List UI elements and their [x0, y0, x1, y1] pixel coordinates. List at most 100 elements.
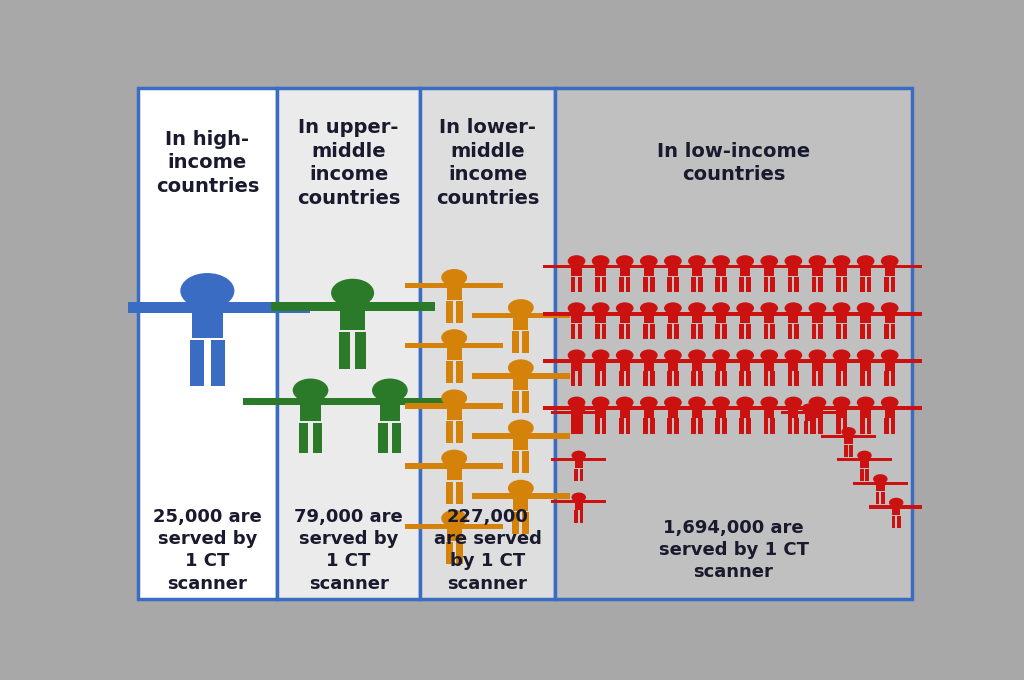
Bar: [570, 324, 575, 339]
Bar: [692, 405, 702, 418]
Bar: [843, 371, 847, 386]
Bar: [678, 406, 707, 410]
Bar: [788, 263, 799, 276]
Text: 79,000 are
served by
1 CT
scanner: 79,000 are served by 1 CT scanner: [294, 508, 403, 592]
Bar: [783, 406, 812, 410]
Circle shape: [567, 350, 586, 361]
Bar: [639, 406, 668, 410]
Circle shape: [713, 350, 730, 361]
Bar: [591, 406, 620, 410]
Bar: [602, 324, 606, 339]
Bar: [870, 406, 899, 410]
Bar: [884, 371, 889, 386]
Bar: [678, 359, 707, 362]
Bar: [650, 371, 654, 386]
Bar: [630, 406, 658, 410]
Circle shape: [857, 350, 874, 361]
Bar: [522, 331, 529, 353]
Circle shape: [293, 379, 329, 402]
Bar: [595, 277, 600, 292]
Circle shape: [857, 255, 874, 267]
Bar: [837, 263, 847, 276]
Circle shape: [881, 396, 899, 408]
Bar: [788, 358, 799, 371]
Bar: [783, 265, 812, 269]
Circle shape: [571, 451, 586, 460]
Bar: [845, 434, 853, 444]
Bar: [551, 411, 574, 414]
Circle shape: [713, 303, 730, 314]
Circle shape: [592, 303, 609, 314]
Bar: [788, 405, 799, 418]
Bar: [571, 311, 582, 324]
Text: In lower-
middle
income
countries: In lower- middle income countries: [436, 118, 540, 207]
Bar: [668, 371, 672, 386]
Bar: [596, 358, 606, 371]
Bar: [843, 324, 847, 339]
Bar: [735, 311, 764, 316]
Bar: [618, 277, 624, 292]
Bar: [831, 311, 860, 316]
Bar: [392, 422, 401, 453]
Bar: [698, 324, 702, 339]
Bar: [654, 406, 683, 410]
Bar: [674, 371, 679, 386]
Circle shape: [736, 255, 754, 267]
Bar: [406, 343, 446, 348]
Bar: [571, 358, 582, 371]
Bar: [812, 358, 822, 371]
Bar: [847, 311, 876, 316]
Circle shape: [508, 359, 534, 376]
Bar: [630, 359, 658, 362]
Bar: [189, 340, 204, 386]
Bar: [739, 277, 744, 292]
Bar: [321, 398, 379, 405]
Bar: [639, 265, 668, 269]
Bar: [472, 313, 513, 318]
Circle shape: [688, 350, 706, 361]
Bar: [770, 418, 775, 434]
Bar: [456, 542, 463, 564]
Bar: [445, 422, 453, 443]
Bar: [860, 358, 870, 371]
Bar: [836, 277, 841, 292]
Bar: [522, 452, 529, 473]
Bar: [678, 265, 707, 269]
Circle shape: [640, 350, 657, 361]
Bar: [555, 88, 912, 599]
Bar: [746, 277, 751, 292]
Circle shape: [592, 350, 609, 361]
Bar: [691, 277, 696, 292]
Bar: [270, 302, 340, 311]
Bar: [876, 492, 880, 505]
Bar: [687, 406, 716, 410]
Circle shape: [567, 396, 586, 408]
Bar: [740, 405, 751, 418]
Bar: [795, 324, 799, 339]
Bar: [870, 359, 899, 362]
Circle shape: [736, 350, 754, 361]
Bar: [340, 299, 366, 330]
Bar: [698, 371, 702, 386]
Bar: [691, 371, 696, 386]
Bar: [770, 324, 775, 339]
Bar: [615, 359, 644, 362]
Bar: [462, 283, 504, 288]
Bar: [751, 359, 779, 362]
Bar: [668, 358, 678, 371]
Bar: [571, 263, 582, 276]
Circle shape: [688, 255, 706, 267]
Circle shape: [571, 492, 586, 502]
Bar: [543, 359, 571, 362]
Bar: [698, 277, 702, 292]
Bar: [764, 277, 768, 292]
Bar: [860, 277, 864, 292]
Bar: [808, 265, 837, 269]
Circle shape: [833, 396, 850, 408]
Bar: [299, 422, 308, 453]
Bar: [570, 277, 575, 292]
Bar: [810, 422, 814, 434]
Bar: [847, 406, 876, 410]
Bar: [606, 265, 634, 269]
Bar: [626, 324, 631, 339]
